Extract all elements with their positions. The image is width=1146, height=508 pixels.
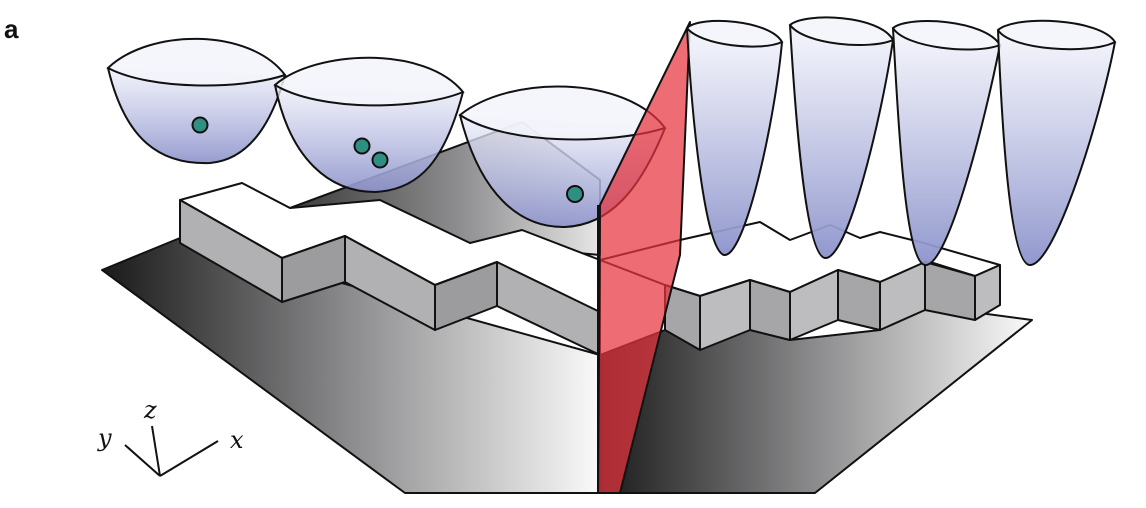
particle bbox=[191, 116, 209, 134]
axis-triad: x z y bbox=[97, 396, 244, 477]
particle bbox=[371, 151, 389, 169]
tube-well-3 bbox=[891, 20, 1002, 267]
well-2 bbox=[273, 56, 465, 194]
tube-well-1 bbox=[685, 19, 784, 256]
barrier-sheet bbox=[597, 21, 691, 494]
particle bbox=[566, 185, 584, 203]
panel-label: a bbox=[4, 14, 19, 44]
axis-label-z: z bbox=[143, 396, 157, 424]
well-1 bbox=[106, 37, 287, 165]
axis-label-x: x bbox=[230, 426, 244, 454]
axis-label-y: y bbox=[97, 424, 112, 452]
tube-well-2 bbox=[788, 16, 895, 260]
tube-well-4 bbox=[996, 19, 1117, 267]
zigzag-ridge bbox=[179, 182, 1001, 356]
particle bbox=[353, 137, 371, 155]
